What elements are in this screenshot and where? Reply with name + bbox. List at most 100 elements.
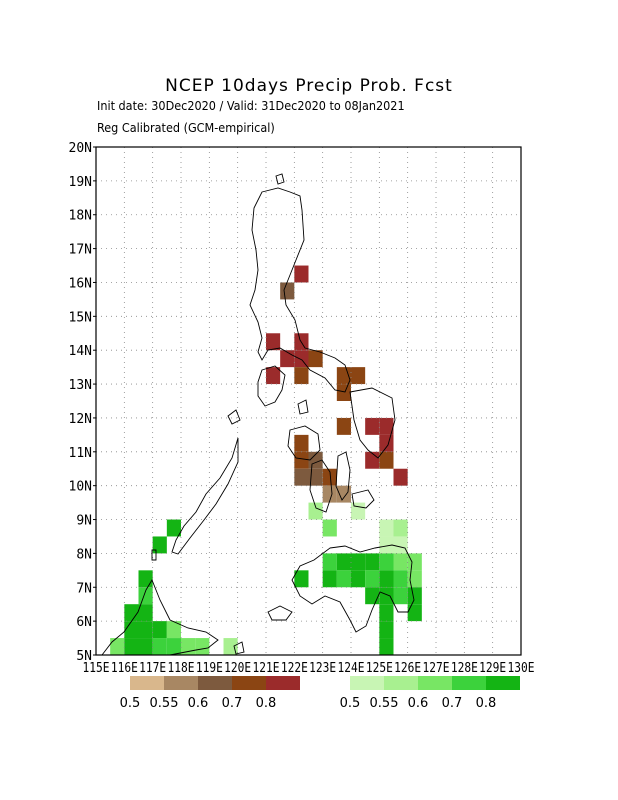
longitude-tick-label: 129E — [479, 661, 506, 676]
dry-legend-label: 0.55 — [150, 696, 179, 711]
dry-probability-cell — [294, 367, 309, 385]
wet-probability-cell — [351, 570, 366, 588]
wet-probability-cell — [166, 638, 181, 655]
wet-probability-cell — [393, 519, 408, 537]
dry-legend-label: 0.8 — [256, 696, 277, 711]
wet-probability-cell — [393, 570, 408, 588]
dry-probability-cell — [308, 468, 323, 486]
probability-legend: 0.5 0.55 0.6 0.7 0.8 0.5 0.55 0.6 0.7 0.8 — [120, 676, 520, 711]
wet-probability-cell — [124, 604, 139, 622]
dry-probability-cell — [365, 451, 380, 469]
wet-probability-cell — [166, 519, 181, 537]
wet-probability-cell — [379, 638, 394, 655]
dry-probability-cell — [379, 434, 394, 452]
wet-probability-cell — [365, 570, 380, 588]
axis-tick-labels: 5N 6N 7N 8N 9N 10N 11N 12N 13N 14N 15N 16N 17N 18N 19N… — [69, 141, 535, 676]
dry-probability-cell — [379, 451, 394, 469]
latitude-tick-label: 17N — [69, 243, 92, 258]
dry-probability-cell — [322, 468, 337, 486]
latitude-tick-label: 7N — [76, 581, 92, 596]
wet-probability-cell — [379, 519, 394, 537]
wet-probability-cell — [393, 587, 408, 605]
dry-legend-swatch — [164, 676, 198, 690]
wet-probability-cell — [336, 570, 351, 588]
dry-legend-swatch — [130, 676, 164, 690]
dry-probability-cell — [336, 384, 351, 401]
wet-probability-cell — [152, 536, 167, 554]
wet-probability-cell — [322, 570, 337, 588]
latitude-tick-label: 14N — [69, 344, 92, 359]
wet-probability-cell — [124, 621, 139, 639]
wet-legend-swatch — [486, 676, 520, 690]
wet-probability-cell — [322, 553, 337, 571]
wet-legend-swatch — [452, 676, 486, 690]
longitude-tick-label: 115E — [83, 661, 110, 676]
probability-cells — [110, 265, 422, 655]
wet-probability-cell — [138, 638, 153, 655]
wet-probability-cell — [138, 570, 153, 588]
longitude-tick-label: 125E — [366, 661, 393, 676]
wet-probability-cell — [138, 587, 153, 605]
wet-probability-cell — [379, 553, 394, 571]
map-title: NCEP 10days Precip Prob. Fcst — [165, 76, 453, 96]
wet-probability-cell — [379, 570, 394, 588]
dry-probability-cell — [379, 417, 394, 435]
wet-probability-cell — [322, 519, 337, 537]
longitude-tick-label: 126E — [394, 661, 421, 676]
longitude-tick-label: 127E — [423, 661, 450, 676]
wet-probability-cell — [124, 638, 139, 655]
dry-probability-cell — [280, 282, 295, 300]
wet-legend-swatch — [384, 676, 418, 690]
dry-probability-cell — [351, 367, 366, 385]
wet-legend-label: 0.55 — [370, 696, 399, 711]
wet-probability-cell — [351, 553, 366, 571]
latitude-tick-label: 13N — [69, 378, 92, 393]
philippines-coastline — [101, 173, 415, 656]
wet-probability-cell — [393, 553, 408, 571]
wet-probability-cell — [365, 553, 380, 571]
wet-probability-cell — [379, 587, 394, 605]
wet-probability-cell — [195, 638, 210, 655]
dry-probability-cell — [393, 468, 408, 486]
latitude-tick-label: 20N — [69, 141, 92, 156]
wet-probability-cell — [407, 587, 422, 605]
dry-probability-cell — [365, 417, 380, 435]
wet-probability-cell — [379, 536, 394, 554]
latitude-tick-label: 12N — [69, 412, 92, 427]
longitude-tick-label: 120E — [224, 661, 251, 676]
latitude-tick-label: 16N — [69, 276, 92, 291]
wet-probability-cell — [393, 536, 408, 554]
dry-probability-cell — [266, 367, 281, 385]
dry-probability-cell — [308, 350, 323, 368]
wet-legend-label: 0.6 — [408, 696, 429, 711]
wet-probability-cell — [152, 621, 167, 639]
latitude-tick-label: 19N — [69, 175, 92, 190]
wet-probability-cell — [407, 604, 422, 622]
wet-legend-label: 0.8 — [476, 696, 497, 711]
longitude-tick-label: 121E — [253, 661, 280, 676]
latitude-tick-label: 6N — [76, 615, 92, 630]
latitude-tick-label: 11N — [69, 446, 92, 461]
wet-legend-swatch — [418, 676, 452, 690]
wet-probability-cell — [294, 570, 309, 588]
longitude-tick-label: 117E — [139, 661, 166, 676]
wet-probability-cell — [351, 502, 366, 520]
latitude-tick-label: 9N — [76, 514, 92, 529]
dry-probability-cell — [294, 468, 309, 486]
wet-probability-cell — [223, 638, 238, 655]
wet-legend-label: 0.5 — [340, 696, 361, 711]
longitude-tick-label: 116E — [111, 661, 138, 676]
latitude-tick-label: 8N — [76, 547, 92, 562]
longitude-tick-label: 118E — [168, 661, 195, 676]
longitude-tick-label: 122E — [281, 661, 308, 676]
wet-probability-cell — [336, 553, 351, 571]
dry-probability-cell — [266, 333, 281, 351]
wet-probability-cell — [166, 621, 181, 639]
dry-probability-cell — [294, 265, 309, 283]
wet-probability-cell — [110, 638, 125, 655]
wet-probability-cell — [379, 604, 394, 622]
latitude-tick-label: 18N — [69, 209, 92, 224]
map-frame — [95, 146, 522, 656]
longitude-tick-label: 119E — [196, 661, 223, 676]
